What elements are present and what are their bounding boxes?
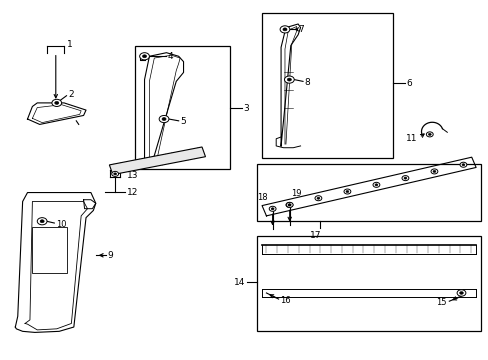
Circle shape	[280, 26, 289, 33]
Circle shape	[316, 197, 319, 199]
Circle shape	[284, 76, 294, 83]
Circle shape	[52, 99, 61, 107]
Text: 19: 19	[290, 189, 301, 198]
Circle shape	[287, 78, 291, 81]
Circle shape	[55, 102, 59, 104]
Bar	[261, 13, 392, 158]
Text: 14: 14	[234, 278, 245, 287]
Circle shape	[343, 189, 350, 194]
Text: 8: 8	[304, 78, 309, 87]
Circle shape	[288, 204, 290, 206]
Text: 7: 7	[298, 25, 303, 34]
Text: 18: 18	[257, 193, 267, 202]
Text: 2: 2	[68, 90, 74, 99]
Circle shape	[287, 204, 290, 206]
Circle shape	[374, 184, 377, 186]
Text: 4: 4	[167, 52, 173, 61]
Text: 15: 15	[435, 298, 446, 307]
Circle shape	[461, 164, 464, 166]
Bar	[32, 226, 66, 273]
Text: 10: 10	[56, 220, 66, 229]
Circle shape	[401, 176, 408, 181]
Circle shape	[346, 190, 348, 193]
Text: 3: 3	[243, 104, 249, 113]
Circle shape	[459, 292, 463, 294]
Text: 9: 9	[107, 251, 113, 260]
Text: 13: 13	[127, 171, 139, 180]
Circle shape	[372, 182, 379, 187]
Text: 5: 5	[180, 117, 185, 126]
Circle shape	[427, 133, 430, 135]
Text: 11: 11	[405, 134, 417, 143]
Circle shape	[430, 169, 437, 174]
Circle shape	[456, 290, 465, 296]
Circle shape	[140, 53, 149, 60]
Circle shape	[114, 173, 116, 175]
Circle shape	[112, 171, 118, 176]
Text: 16: 16	[280, 296, 290, 305]
Circle shape	[271, 208, 273, 210]
Circle shape	[314, 196, 321, 201]
Circle shape	[269, 206, 276, 211]
Text: 17: 17	[309, 231, 320, 240]
Circle shape	[459, 162, 466, 167]
Circle shape	[37, 218, 47, 225]
Circle shape	[40, 220, 44, 223]
Bar	[135, 45, 229, 169]
Bar	[256, 164, 480, 221]
Text: 12: 12	[127, 188, 139, 197]
Circle shape	[142, 55, 146, 58]
Circle shape	[426, 132, 432, 137]
Circle shape	[432, 170, 435, 172]
Circle shape	[285, 202, 292, 207]
Circle shape	[162, 117, 166, 121]
Bar	[256, 235, 480, 330]
Circle shape	[403, 177, 406, 179]
Text: 1: 1	[66, 40, 72, 49]
Text: 6: 6	[406, 79, 412, 88]
Circle shape	[285, 202, 292, 207]
Circle shape	[283, 28, 286, 31]
Polygon shape	[109, 147, 205, 175]
Circle shape	[159, 116, 168, 123]
